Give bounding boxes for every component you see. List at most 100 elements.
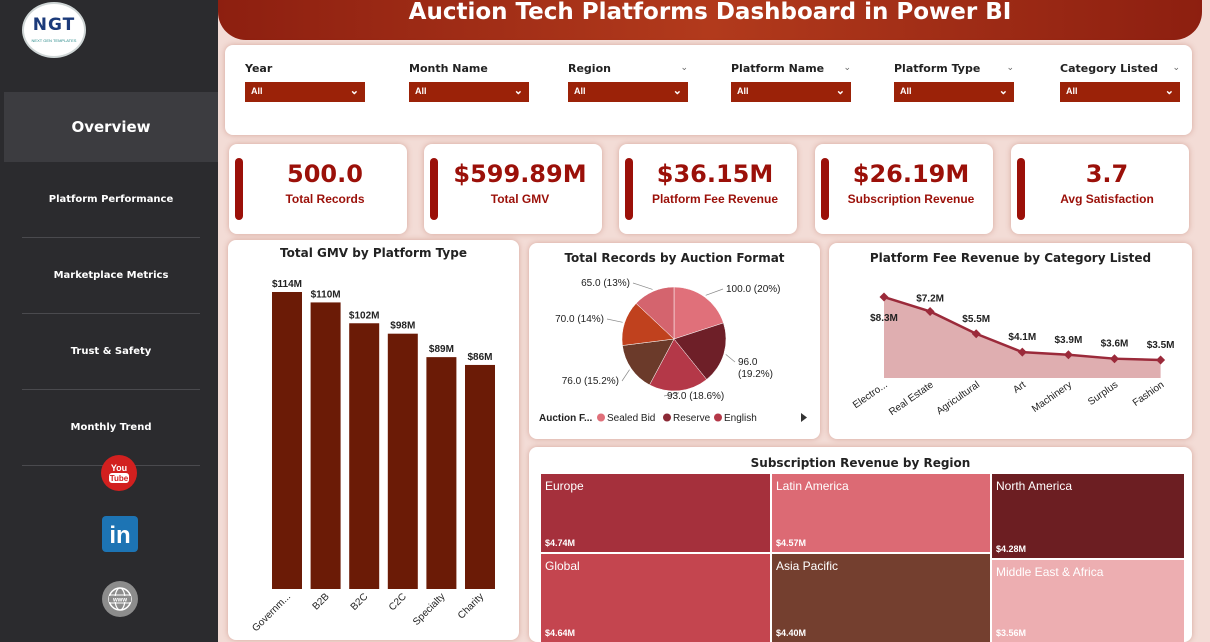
- slicer-label: Platform Type: [894, 62, 981, 75]
- kpi-label: Avg Satisfaction: [1060, 192, 1154, 206]
- slicer-region[interactable]: Region ⌄ All ⌄: [568, 62, 688, 102]
- data-point[interactable]: [971, 329, 981, 339]
- kpi-accent-bar: [821, 158, 829, 220]
- treemap-cell-value: $4.64M: [545, 628, 576, 638]
- chevron-down-icon[interactable]: ⌄: [1172, 62, 1180, 72]
- data-point[interactable]: [925, 306, 935, 316]
- company-logo: NGT NEXT GEN TEMPLATES: [22, 2, 86, 58]
- bar-data-label: $114M: [272, 279, 302, 290]
- x-tick-label: Fashion: [1131, 379, 1166, 408]
- x-tick-label: Governm...: [250, 591, 293, 634]
- chevron-down-icon[interactable]: ⌄: [843, 62, 851, 72]
- slicer-value: All: [574, 86, 586, 96]
- fee-revenue-by-category-chart: Platform Fee Revenue by Category Listed …: [829, 243, 1192, 439]
- legend-marker: [663, 413, 671, 422]
- treemap-cell-label: Middle East & Africa: [996, 565, 1104, 579]
- bar[interactable]: [426, 357, 457, 589]
- slicer-platform-name[interactable]: Platform Name ⌄ All ⌄: [731, 62, 851, 102]
- svg-text:Tube: Tube: [110, 474, 129, 483]
- kpi-value: $36.15M: [656, 160, 774, 188]
- data-point[interactable]: [1156, 355, 1166, 365]
- legend-item[interactable]: Reserve: [673, 413, 711, 424]
- pie-slice[interactable]: [649, 338, 707, 392]
- treemap: Europe $4.74M Latin America $4.57M North Ame…: [541, 474, 1184, 642]
- treemap-cell[interactable]: Europe $4.74M: [541, 474, 770, 552]
- treemap-cell[interactable]: Global $4.64M: [541, 554, 770, 642]
- treemap-cell-value: $4.57M: [776, 538, 807, 548]
- slicer-dropdown[interactable]: All ⌄: [568, 82, 688, 102]
- linkedin-icon[interactable]: in: [101, 515, 139, 553]
- pie-data-label: 70.0 (14%): [555, 314, 604, 325]
- data-point[interactable]: [879, 292, 889, 302]
- bar-data-label: $102M: [349, 310, 380, 321]
- chevron-down-icon[interactable]: ⌄: [680, 62, 688, 72]
- bar[interactable]: [272, 292, 302, 589]
- globe-icon[interactable]: www: [101, 580, 139, 618]
- data-point[interactable]: [1063, 350, 1073, 360]
- pie-slice[interactable]: [673, 286, 724, 340]
- slicer-dropdown[interactable]: All ⌄: [409, 82, 529, 102]
- chart-title: Subscription Revenue by Region: [750, 456, 971, 470]
- pie-slice[interactable]: [635, 286, 675, 340]
- logo-text: NGT: [32, 15, 76, 35]
- svg-text:You: You: [111, 463, 127, 473]
- youtube-icon[interactable]: You Tube: [100, 454, 138, 492]
- nav-marketplace-metrics[interactable]: Marketplace Metrics: [22, 238, 200, 314]
- treemap-cell-label: Asia Pacific: [776, 559, 839, 573]
- nav-trust-safety[interactable]: Trust & Safety: [22, 314, 200, 390]
- pie-slice[interactable]: [622, 338, 675, 386]
- slicer-value: All: [737, 86, 749, 96]
- bar[interactable]: [387, 333, 418, 589]
- slicer-label: Year: [245, 62, 273, 75]
- slicer-dropdown[interactable]: All ⌄: [245, 82, 365, 102]
- bar[interactable]: [465, 364, 495, 589]
- bar[interactable]: [310, 302, 341, 589]
- sidebar: NGT NEXT GEN TEMPLATES Overview Platform…: [0, 0, 218, 642]
- legend-item[interactable]: Sealed Bid: [607, 413, 655, 424]
- leader-line: [621, 369, 630, 382]
- chevron-down-icon: ⌄: [1164, 85, 1174, 97]
- treemap-cell-value: $4.74M: [545, 538, 576, 548]
- legend-next-icon[interactable]: [801, 413, 807, 422]
- x-tick-label: Electro...: [851, 379, 890, 411]
- chart-title: Total Records by Auction Format: [564, 251, 785, 265]
- x-tick-label: Surplus: [1086, 379, 1120, 407]
- x-tick-label: Art: [1011, 379, 1028, 395]
- slicer-dropdown[interactable]: All ⌄: [731, 82, 851, 102]
- pie-data-label: 96.0: [738, 357, 758, 368]
- kpi-label: Total Records: [285, 192, 365, 206]
- legend-title: Auction F...: [539, 413, 593, 424]
- slicer-year[interactable]: Year All ⌄: [245, 62, 365, 102]
- point-data-label: $3.5M: [1147, 340, 1175, 351]
- pie-data-label: 93.0 (18.6%): [667, 391, 724, 402]
- slicer-value: All: [251, 86, 263, 96]
- treemap-cell[interactable]: North America $4.28M: [992, 474, 1184, 558]
- x-tick-label: Agricultural: [935, 379, 982, 417]
- kpi-value: 3.7: [1085, 160, 1129, 188]
- chevron-down-icon: ⌄: [998, 85, 1008, 97]
- treemap-cell[interactable]: Asia Pacific $4.40M: [772, 554, 990, 642]
- x-tick-label: Real Estate: [887, 379, 936, 418]
- nav-platform-performance[interactable]: Platform Performance: [22, 162, 200, 238]
- slicer-month-name[interactable]: Month Name All ⌄: [409, 62, 529, 102]
- chevron-down-icon: ⌄: [835, 85, 845, 97]
- pie-slice[interactable]: [673, 322, 727, 380]
- data-point[interactable]: [1110, 354, 1119, 364]
- slicer-dropdown[interactable]: All ⌄: [1060, 82, 1180, 102]
- slicer-panel: [225, 45, 1192, 135]
- treemap-cell[interactable]: Middle East & Africa $3.56M: [992, 560, 1184, 642]
- slicer-label: Platform Name: [731, 62, 825, 75]
- chevron-down-icon[interactable]: ⌄: [1006, 62, 1014, 72]
- treemap-cell[interactable]: Latin America $4.57M: [772, 474, 990, 552]
- nav-overview[interactable]: Overview: [4, 92, 218, 162]
- chart-title: Total GMV by Platform Type: [280, 246, 467, 260]
- legend-item[interactable]: English: [724, 413, 757, 424]
- slicer-dropdown[interactable]: All ⌄: [894, 82, 1014, 102]
- point-data-label: $3.6M: [1101, 339, 1129, 350]
- slicer-category-listed[interactable]: Category Listed ⌄ All ⌄: [1060, 62, 1180, 102]
- slicer-platform-type[interactable]: Platform Type ⌄ All ⌄: [894, 62, 1014, 102]
- x-tick-label: B2B: [311, 591, 332, 612]
- treemap-cell-label: North America: [996, 479, 1073, 493]
- bar[interactable]: [349, 323, 380, 589]
- chart-title: Platform Fee Revenue by Category Listed: [869, 251, 1152, 265]
